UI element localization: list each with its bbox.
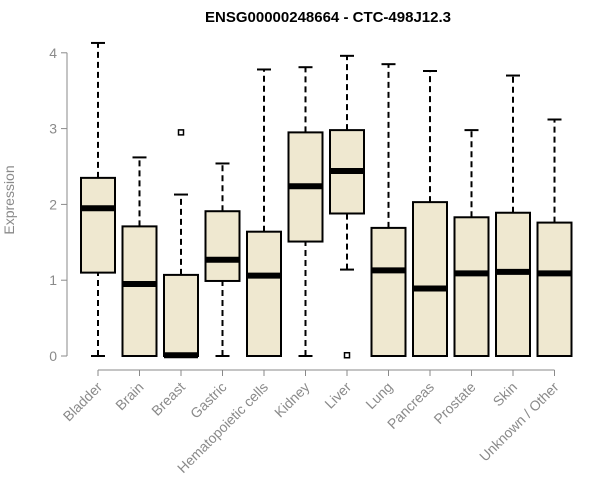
box-group: [246, 68, 282, 357]
y-tick-label: 3: [49, 121, 57, 137]
box-group: [329, 54, 365, 359]
y-axis: 0 1 2 3 4: [49, 45, 68, 364]
y-tick-label: 1: [49, 272, 57, 288]
box-plots: [80, 41, 573, 359]
box: [204, 210, 241, 282]
box-group: [163, 129, 199, 359]
box: [80, 176, 116, 274]
outlier-point: [343, 351, 351, 359]
box: [453, 216, 490, 357]
box: [246, 230, 282, 357]
x-tick-label: Bladder: [60, 379, 106, 425]
box-group: [370, 63, 407, 357]
x-tick-label: Breast: [148, 379, 188, 419]
box: [370, 226, 407, 357]
outlier-point: [177, 129, 185, 136]
box: [412, 201, 448, 357]
x-tick-label: Unknown / Other: [476, 379, 562, 465]
y-axis-label: Expression: [1, 165, 17, 234]
box-group: [453, 129, 490, 357]
x-tick-label: Liver: [321, 379, 354, 412]
x-tick-label: Prostate: [430, 379, 478, 427]
y-tick-label: 0: [49, 348, 57, 364]
chart-title: ENSG00000248664 - CTC-498J12.3: [205, 9, 451, 26]
box-group: [204, 162, 241, 357]
box-group: [121, 156, 158, 357]
box: [536, 221, 573, 357]
x-tick-label: Brain: [112, 379, 146, 413]
box-group: [287, 66, 324, 357]
box-group: [412, 69, 448, 357]
x-tick-label: Skin: [490, 379, 521, 410]
box-group: [80, 41, 116, 357]
y-tick-label: 4: [49, 45, 57, 61]
box-group: [495, 74, 531, 357]
box: [495, 211, 531, 357]
box: [121, 225, 158, 357]
x-tick-label: Lung: [362, 379, 395, 412]
box: [163, 273, 199, 358]
y-tick-label: 2: [49, 196, 57, 212]
box-group: [536, 118, 573, 357]
x-tick-label: Kidney: [271, 379, 313, 421]
